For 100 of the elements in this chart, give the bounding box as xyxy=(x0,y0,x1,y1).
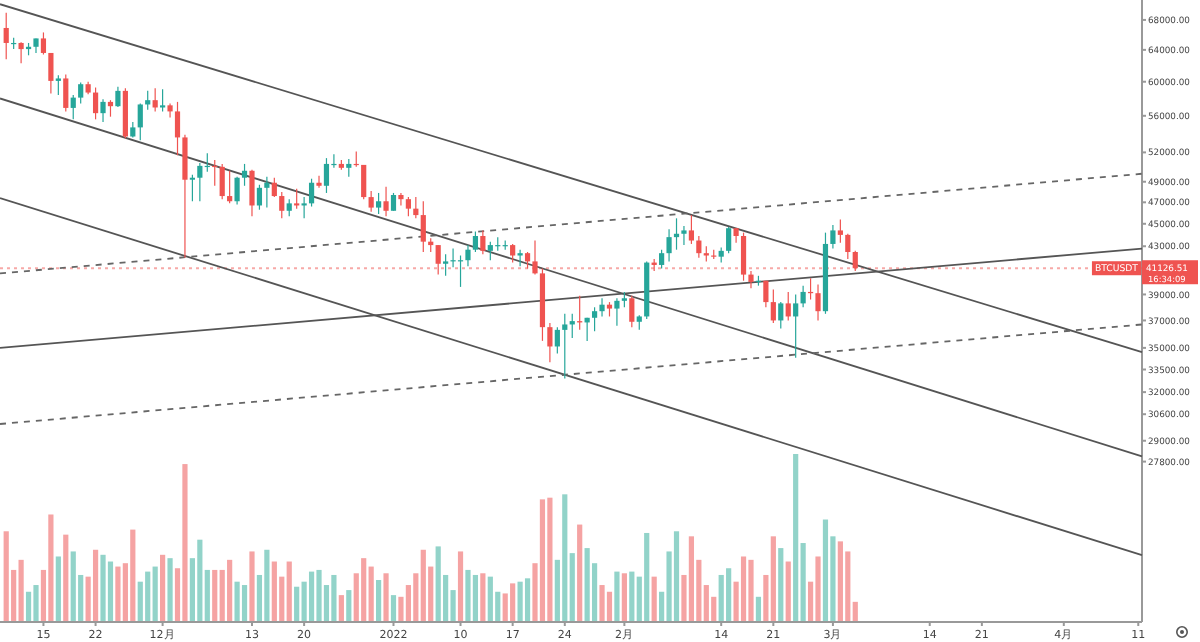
candlestick xyxy=(443,253,449,277)
bar xyxy=(778,548,784,622)
bar xyxy=(465,569,471,622)
candlestick xyxy=(78,81,84,105)
bar xyxy=(308,571,315,622)
bar xyxy=(539,499,546,622)
candlestick xyxy=(837,218,843,244)
candlestick xyxy=(316,175,322,189)
bar xyxy=(510,583,516,622)
candlestick xyxy=(70,94,76,120)
bar xyxy=(472,574,479,622)
bar xyxy=(63,534,69,622)
bar xyxy=(815,556,821,622)
candlestick xyxy=(510,243,516,264)
bar xyxy=(435,546,441,622)
bar xyxy=(227,559,233,622)
candlestick xyxy=(435,244,441,276)
bar xyxy=(487,576,493,622)
bar xyxy=(517,581,523,622)
candlestick xyxy=(256,184,263,211)
candlestick xyxy=(614,297,620,327)
candlestick xyxy=(279,191,285,219)
candlestick xyxy=(547,322,553,363)
candlestick xyxy=(152,87,158,113)
candlestick xyxy=(420,200,426,253)
candlestick xyxy=(48,52,54,94)
candlestick xyxy=(696,235,702,259)
bar xyxy=(577,524,583,622)
candlestick xyxy=(219,163,225,200)
candlestick xyxy=(666,228,672,262)
bar xyxy=(18,559,24,622)
bar xyxy=(368,566,374,622)
candlestick xyxy=(368,190,374,213)
candlestick xyxy=(241,163,248,187)
bar xyxy=(241,585,248,622)
bar xyxy=(212,569,218,622)
candlestick xyxy=(472,230,479,253)
candlestick xyxy=(599,297,605,318)
bar xyxy=(286,561,292,622)
candlestick xyxy=(145,90,151,111)
bar xyxy=(55,556,61,622)
candlestick xyxy=(308,178,315,208)
bar xyxy=(167,558,173,622)
candlestick xyxy=(323,157,330,194)
bar xyxy=(160,554,166,622)
candlestick xyxy=(681,225,687,246)
candlestick xyxy=(562,313,568,380)
candlestick xyxy=(167,103,173,119)
bar xyxy=(584,548,590,622)
bar xyxy=(599,585,605,622)
bar xyxy=(629,571,635,622)
candlestick xyxy=(398,192,404,207)
bar xyxy=(316,569,322,622)
bar xyxy=(688,536,695,622)
candlestick xyxy=(517,249,523,267)
bar xyxy=(264,549,270,622)
candlestick xyxy=(92,86,99,120)
candlestick xyxy=(55,74,61,96)
candlestick xyxy=(532,239,538,276)
candlestick xyxy=(115,86,121,108)
candlestick xyxy=(160,88,166,113)
candlestick xyxy=(830,224,836,250)
bar xyxy=(457,551,464,622)
candlestick xyxy=(554,326,560,355)
candlestick xyxy=(778,301,784,330)
bar xyxy=(115,566,121,622)
candlestick xyxy=(264,176,270,209)
bar xyxy=(197,539,203,622)
bar xyxy=(331,574,337,622)
bar xyxy=(621,573,627,622)
bar xyxy=(182,464,188,622)
bar xyxy=(755,596,762,622)
bar xyxy=(547,497,553,622)
candlestick xyxy=(785,291,791,322)
bar xyxy=(614,571,620,622)
candlestick xyxy=(122,87,128,139)
candlestick xyxy=(197,162,203,202)
candlestick xyxy=(234,176,240,206)
candlestick xyxy=(137,103,143,141)
bar xyxy=(234,581,240,622)
candlestick xyxy=(465,244,471,267)
bar xyxy=(718,574,724,622)
bar xyxy=(361,558,367,622)
bar xyxy=(92,549,99,622)
bar xyxy=(70,551,76,622)
bar xyxy=(383,573,389,622)
bar xyxy=(152,566,158,622)
bar xyxy=(107,561,114,622)
bar xyxy=(346,590,352,622)
bar xyxy=(271,561,277,622)
bar xyxy=(33,585,39,622)
candlestick xyxy=(815,283,821,322)
candlestick xyxy=(100,98,106,123)
candlestick xyxy=(174,101,181,156)
candlestick xyxy=(40,31,47,56)
bar xyxy=(390,595,397,622)
candlestick xyxy=(659,249,665,270)
candlestick xyxy=(3,12,9,60)
bar xyxy=(48,514,54,622)
bar xyxy=(376,580,382,622)
